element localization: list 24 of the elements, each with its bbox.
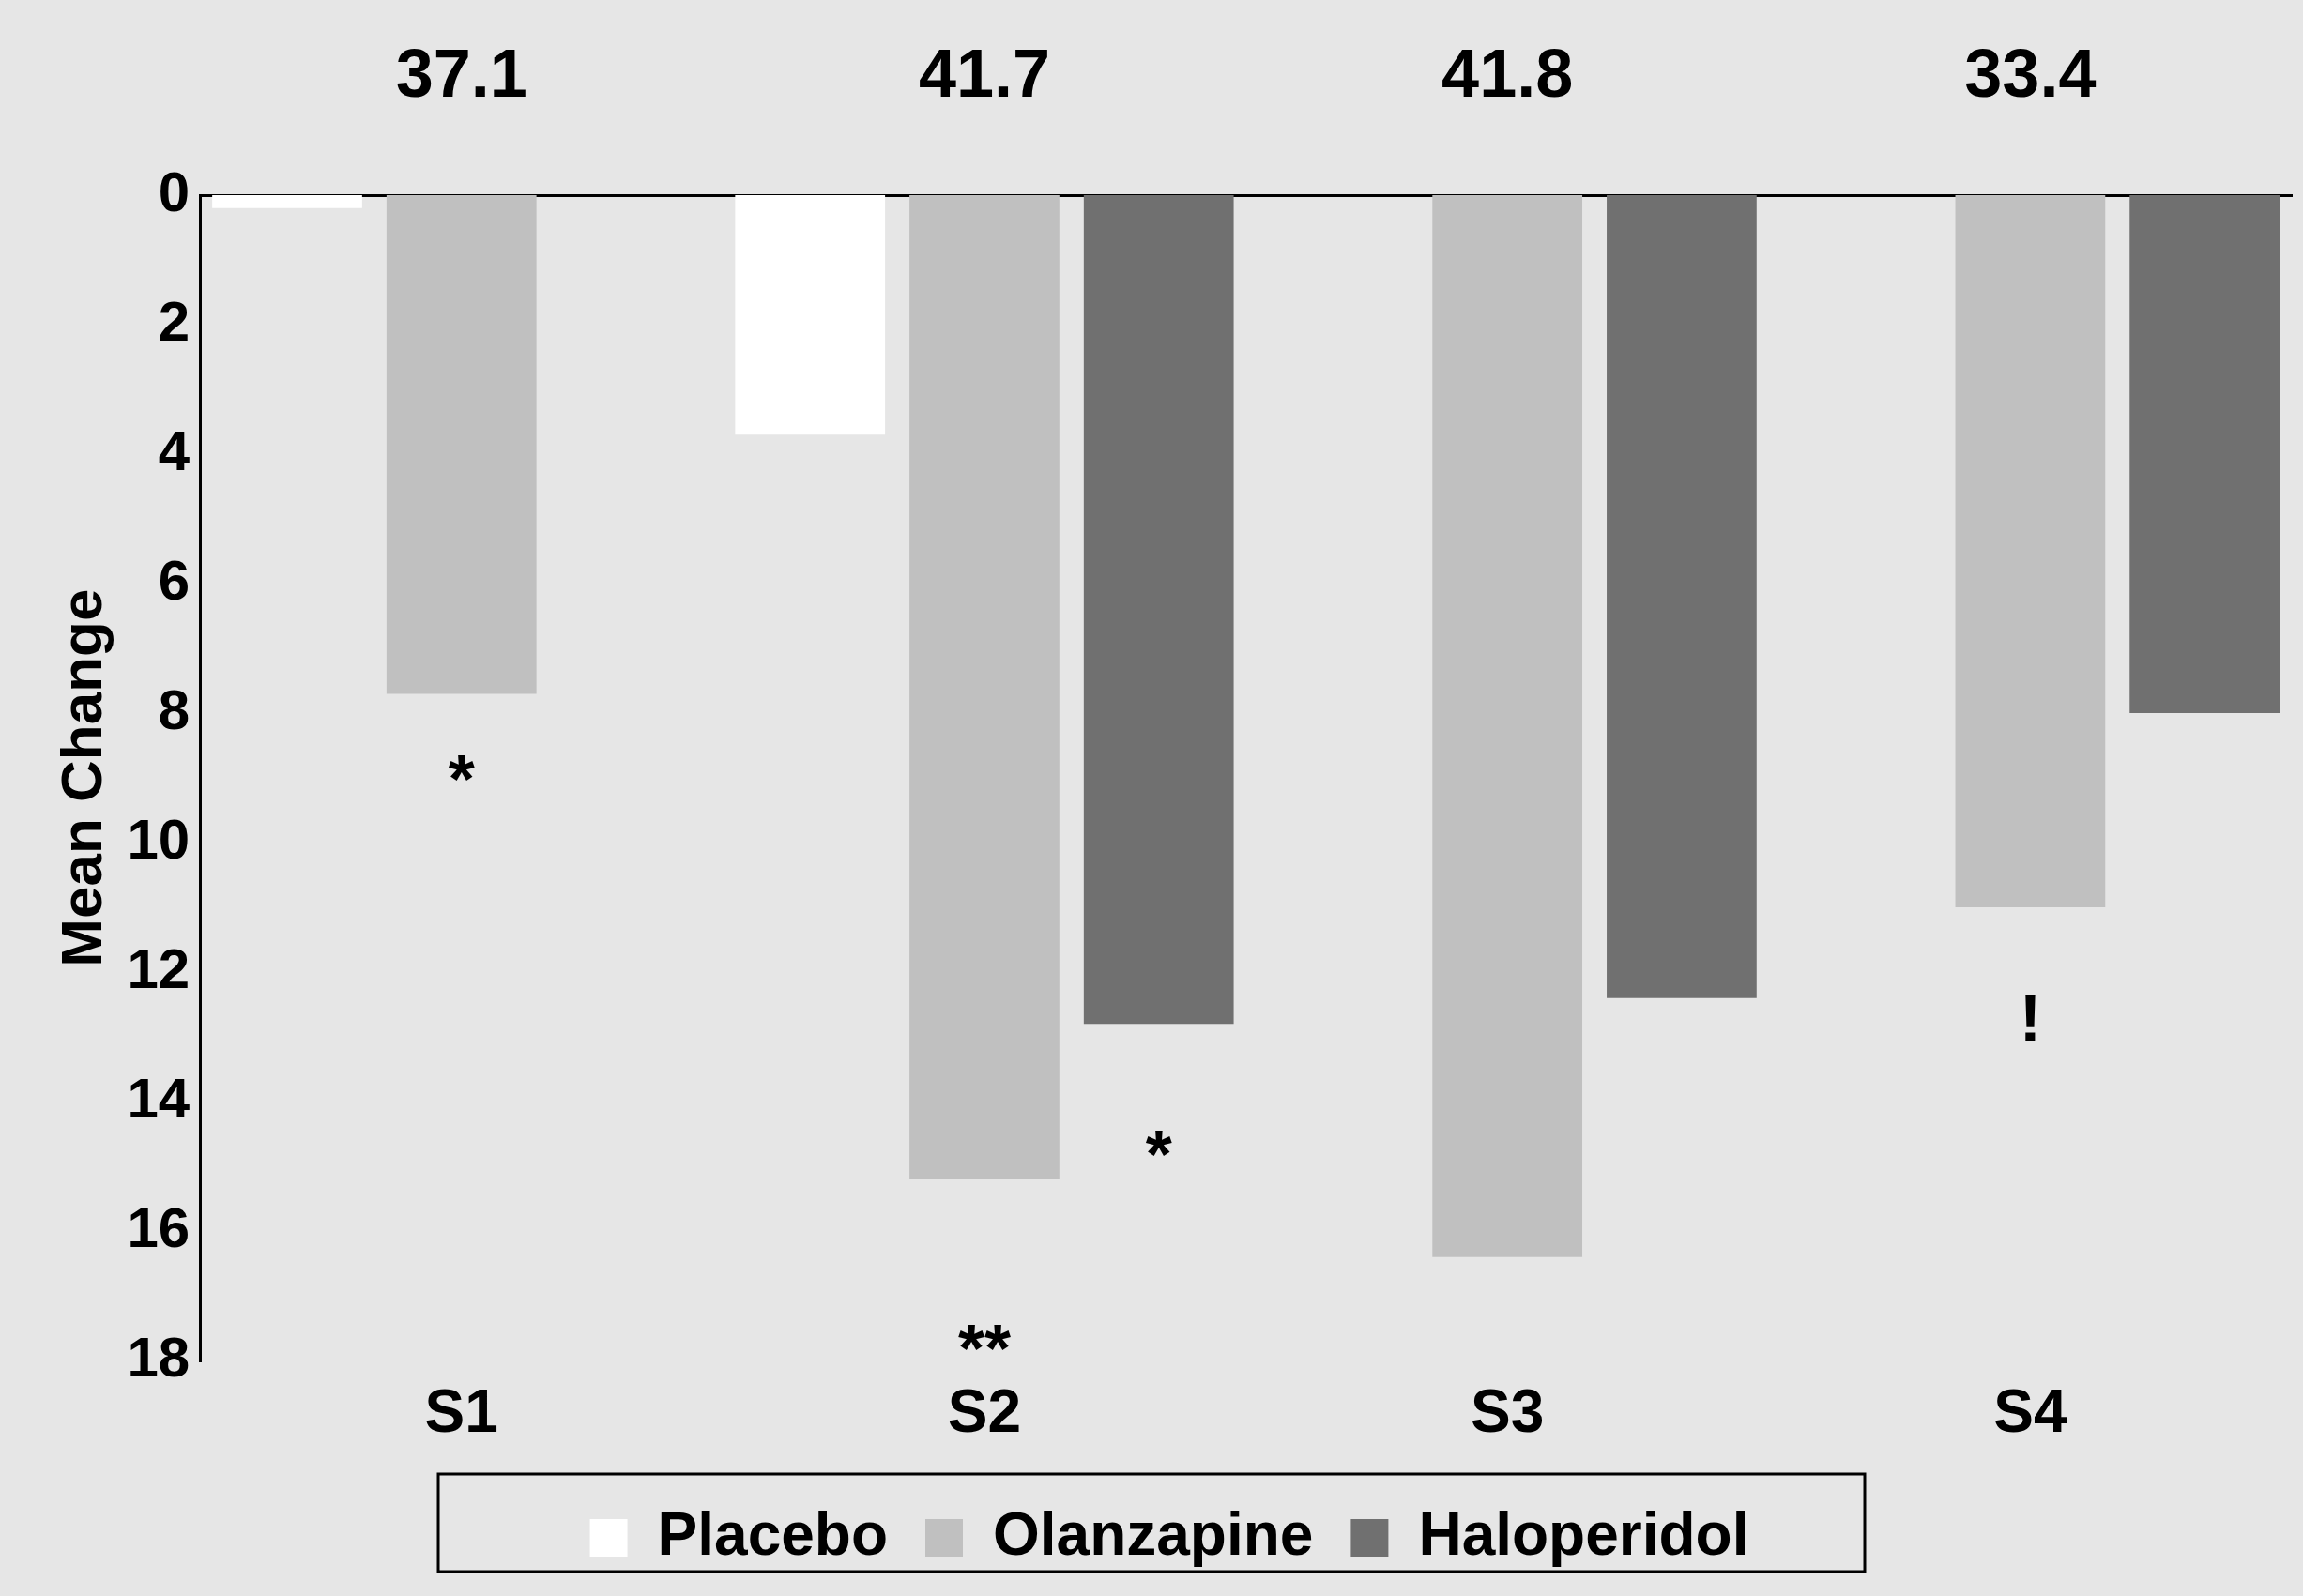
y-tick-label: 2	[158, 289, 191, 353]
y-tick-label: 16	[127, 1195, 191, 1259]
y-tick-label: 0	[158, 160, 191, 223]
legend-label: Haloperidol	[1418, 1499, 1749, 1568]
y-tick-label: 12	[127, 936, 191, 1000]
text: 41.7	[918, 35, 1051, 111]
x-tick-label: S4	[1993, 1377, 2067, 1446]
annotation: *	[1145, 1117, 1172, 1193]
y-axis-title: Mean Change	[49, 588, 114, 967]
text: 33.4	[1964, 35, 2097, 111]
y-tick-label: 14	[127, 1066, 191, 1130]
y-tick-label: 4	[158, 418, 191, 482]
legend-label: Olanzapine	[993, 1499, 1314, 1568]
x-tick-label: S1	[424, 1377, 498, 1446]
x-tick-label: S3	[1471, 1377, 1545, 1446]
y-tick-label: 8	[158, 677, 191, 741]
legend-label: Placebo	[657, 1499, 888, 1568]
annotation: !	[2019, 980, 2042, 1056]
y-tick-label: 6	[158, 548, 191, 612]
text: 37.1	[395, 35, 527, 111]
text: 41.8	[1441, 35, 1574, 111]
y-tick-label: 10	[127, 807, 191, 871]
annotation: *	[448, 741, 475, 817]
y-tick-label: 18	[127, 1325, 191, 1389]
